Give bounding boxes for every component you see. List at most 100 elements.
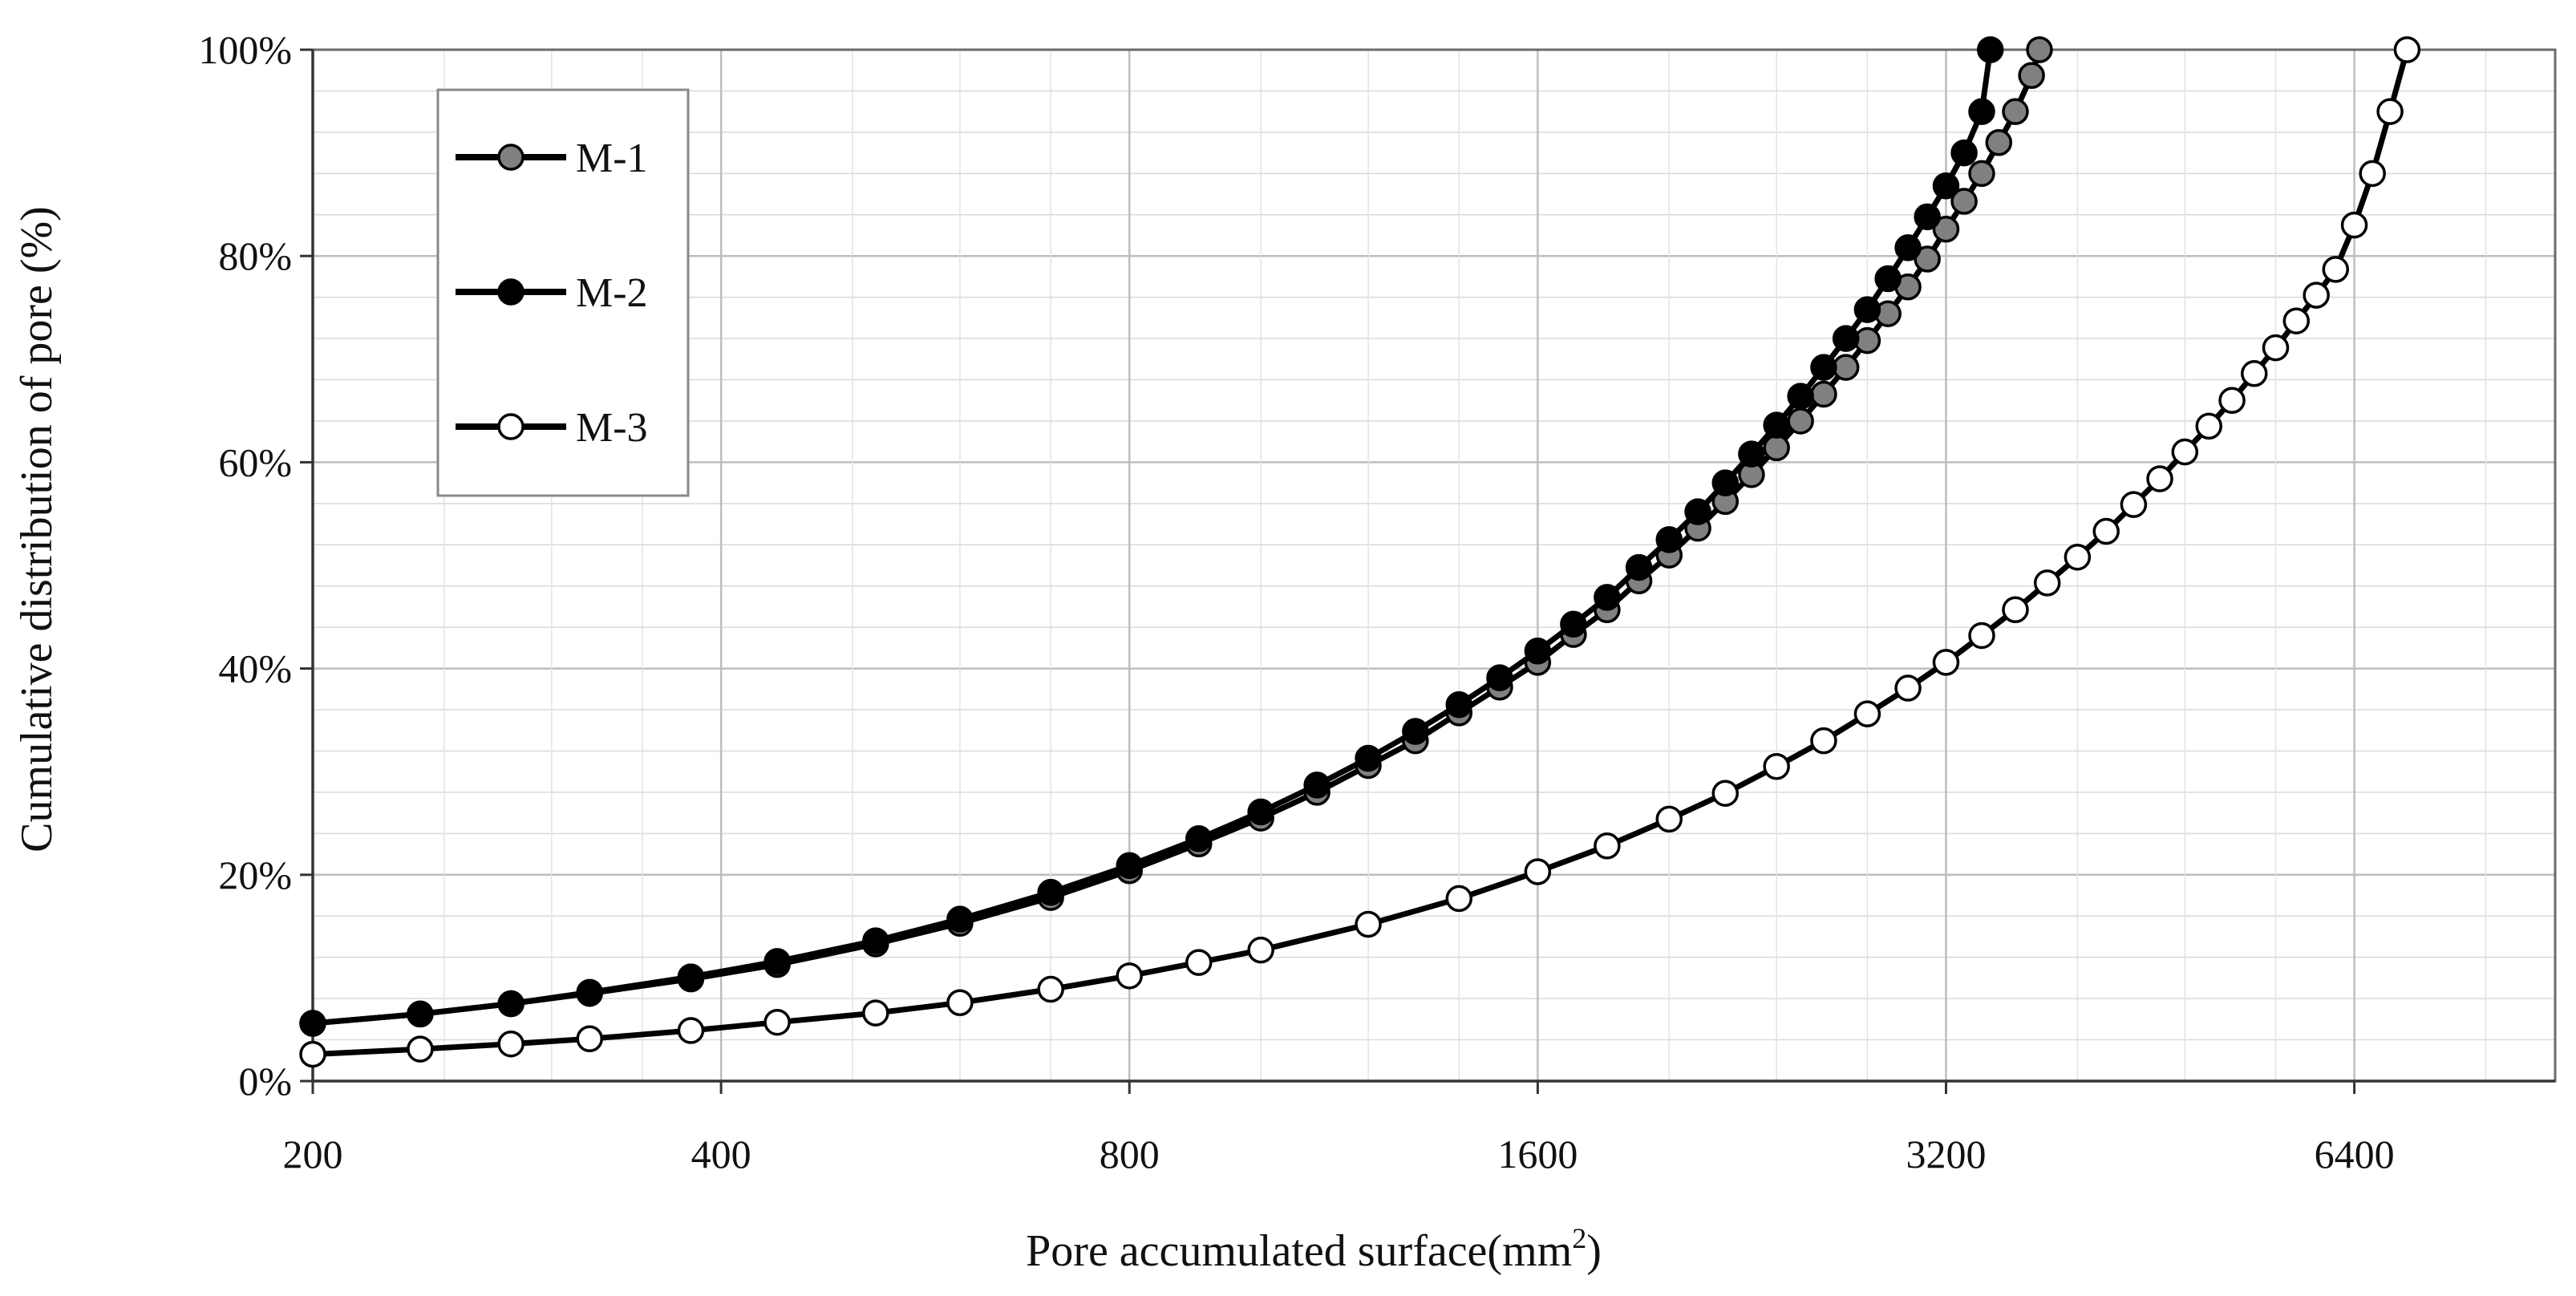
- data-point-M-3: [299, 1040, 326, 1068]
- data-point-M-2: [1787, 383, 1814, 410]
- x-axis-title-close: ): [1586, 1226, 1602, 1276]
- data-point-M-3: [862, 999, 889, 1027]
- data-point-M-2: [1932, 172, 1960, 200]
- data-point-M-3: [1247, 936, 1274, 964]
- legend-item-M-2: M-2: [456, 270, 648, 316]
- data-point-M-3: [2303, 281, 2330, 309]
- data-point-M-2: [497, 990, 525, 1018]
- data-point-M-3: [2282, 307, 2311, 334]
- data-point-M-3: [2340, 211, 2368, 239]
- data-point-M-3: [2218, 387, 2246, 414]
- data-point-M-1: [1950, 188, 1978, 215]
- data-point-M-2: [1594, 584, 1621, 611]
- data-point-M-2: [677, 963, 705, 990]
- data-point-M-3: [1445, 885, 1473, 913]
- data-point-M-2: [1914, 203, 1941, 231]
- series-M-2: [299, 36, 2004, 1037]
- data-point-M-2: [1810, 354, 1837, 381]
- data-point-M-1: [1985, 128, 2013, 156]
- data-point-M-3: [497, 1030, 525, 1058]
- data-point-M-2: [1486, 664, 1513, 691]
- data-point-M-2: [299, 1010, 326, 1037]
- data-point-M-3: [2241, 360, 2268, 387]
- data-point-M-3: [2359, 160, 2386, 188]
- series-M-3: [299, 36, 2421, 1068]
- x-axis-title: Pore accumulated surface(mm2): [1026, 1222, 1602, 1276]
- data-point-M-2: [1853, 296, 1881, 323]
- data-point-M-2: [1968, 98, 1995, 125]
- data-point-M-3: [1763, 753, 1790, 780]
- data-point-M-1: [1968, 160, 1995, 188]
- data-point-M-2: [1874, 265, 1902, 293]
- data-point-M-3: [2171, 438, 2199, 466]
- data-point-M-3: [2064, 543, 2092, 571]
- data-point-M-3: [2092, 517, 2120, 545]
- data-point-M-1: [1914, 245, 1941, 273]
- data-point-M-2: [1894, 234, 1922, 261]
- legend-swatch-marker: [497, 278, 525, 306]
- x-tick-label: 6400: [2315, 1132, 2395, 1177]
- data-point-M-1: [1932, 216, 1960, 243]
- data-point-M-2: [1303, 772, 1331, 799]
- data-point-M-3: [1810, 727, 1837, 755]
- series-group: [299, 36, 2421, 1068]
- data-point-M-3: [1594, 832, 1621, 860]
- axes: 0% 20% 40% 60% 80% 100% 200 400 800 1600 3200 6400: [198, 27, 2557, 1177]
- data-point-M-2: [576, 978, 603, 1006]
- data-point-M-3: [763, 1008, 791, 1036]
- data-point-M-3: [576, 1025, 603, 1053]
- data-point-M-3: [2393, 36, 2421, 63]
- data-point-M-2: [1655, 526, 1683, 553]
- data-point-M-2: [1037, 878, 1064, 906]
- data-point-M-3: [2322, 256, 2350, 283]
- data-point-M-2: [1950, 139, 1978, 167]
- x-tick-label: 1600: [1497, 1132, 1578, 1177]
- data-point-M-3: [1116, 962, 1143, 990]
- data-point-M-1: [1787, 407, 1814, 435]
- data-point-M-2: [1976, 36, 2004, 63]
- data-point-M-3: [1655, 805, 1683, 833]
- data-point-M-2: [1185, 825, 1213, 853]
- x-tick-label: 3200: [1906, 1132, 1986, 1177]
- data-point-M-2: [1247, 798, 1274, 826]
- x-tick-label: 400: [691, 1132, 751, 1177]
- data-point-M-3: [1524, 858, 1552, 885]
- data-point-M-3: [677, 1017, 705, 1044]
- data-point-M-3: [1037, 975, 1064, 1003]
- data-point-M-2: [407, 1000, 434, 1028]
- data-point-M-3: [2002, 596, 2029, 624]
- data-point-M-2: [1445, 691, 1473, 719]
- data-point-M-2: [1560, 610, 1587, 638]
- legend-item-M-1: M-1: [456, 136, 648, 181]
- x-axis-title-superscript: 2: [1572, 1222, 1586, 1254]
- y-tick-label: 60%: [218, 439, 292, 484]
- data-point-M-1: [1832, 354, 1860, 381]
- y-tick-label: 80%: [218, 233, 292, 278]
- data-point-M-2: [1763, 411, 1790, 439]
- data-point-M-1: [2026, 36, 2053, 63]
- data-point-M-2: [763, 948, 791, 975]
- data-point-M-1: [2018, 62, 2045, 89]
- data-point-M-3: [1711, 780, 1740, 807]
- legend-swatch-marker: [497, 144, 525, 171]
- data-point-M-3: [1968, 622, 1995, 650]
- data-point-M-2: [1738, 440, 1765, 468]
- data-point-M-3: [2262, 334, 2290, 362]
- data-point-M-3: [1932, 649, 1960, 676]
- data-point-M-3: [2033, 569, 2061, 597]
- data-point-M-3: [2195, 412, 2223, 440]
- data-point-M-3: [946, 989, 974, 1017]
- data-point-M-2: [1402, 718, 1429, 745]
- data-point-M-1: [1810, 380, 1837, 408]
- grid: [311, 48, 2555, 1083]
- legend-item-M-3: M-3: [456, 405, 648, 451]
- x-axis-title-main: Pore accumulated surface(mm: [1026, 1226, 1572, 1276]
- series-line-M-1: [312, 48, 2043, 1027]
- legend-swatch-marker: [497, 413, 525, 440]
- data-point-M-2: [1524, 637, 1552, 665]
- data-point-M-3: [1853, 700, 1881, 727]
- x-tick-label: 800: [1100, 1132, 1160, 1177]
